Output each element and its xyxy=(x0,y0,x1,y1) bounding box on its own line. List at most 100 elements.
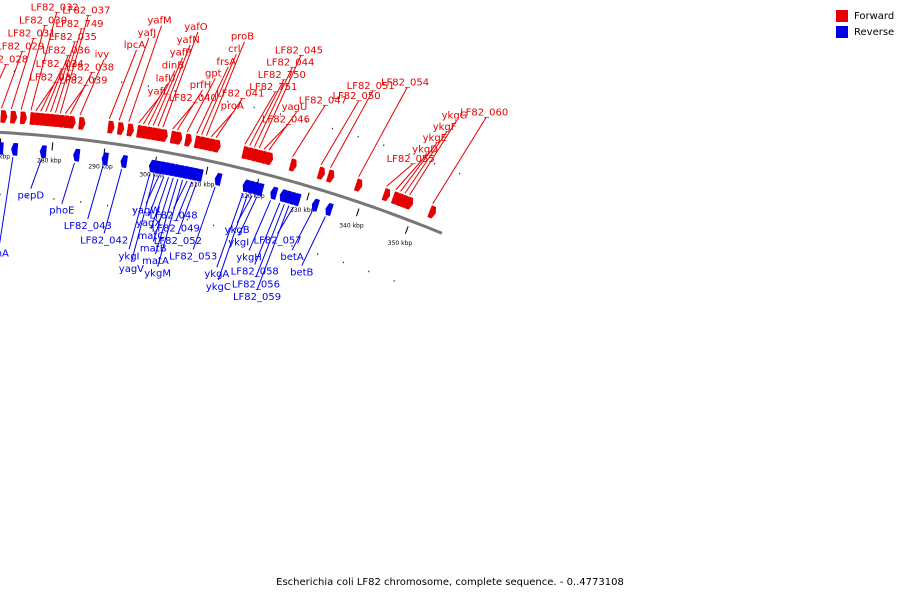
reverse-leader-line xyxy=(0,157,14,245)
forward-gene-glyph[interactable] xyxy=(78,116,86,130)
forward-gene-label: prfH xyxy=(190,80,212,91)
forward-leader-line xyxy=(172,102,196,130)
forward-gene-glyph[interactable] xyxy=(316,166,325,180)
forward-gene-label: LF82_054 xyxy=(381,78,429,89)
reverse-gene-glyph[interactable] xyxy=(270,186,279,200)
reverse-gene-glyph[interactable] xyxy=(195,168,204,182)
forward-gene-glyph[interactable] xyxy=(19,111,27,125)
forward-gene-label: LF82_040 xyxy=(169,93,217,104)
forward-gene-label: LF82_041 xyxy=(216,89,264,100)
forward-gene-glyph[interactable] xyxy=(68,115,76,129)
forward-gene-label: yafL xyxy=(148,86,170,97)
reverse-gene-label: LF82_043 xyxy=(64,221,112,232)
forward-gene-glyph[interactable] xyxy=(107,120,115,134)
forward-leader-line xyxy=(268,111,297,151)
forward-leader-line xyxy=(59,15,89,114)
forward-leader-line xyxy=(79,59,105,116)
forward-leader-line xyxy=(358,87,408,178)
reverse-gene-label: LF82_052 xyxy=(154,236,202,247)
reverse-gene-label: matB xyxy=(140,243,167,254)
forward-gene-glyph[interactable] xyxy=(10,110,18,124)
reverse-leader-line xyxy=(155,178,179,255)
scale-tick xyxy=(51,142,54,151)
reverse-gene-glyph[interactable] xyxy=(251,181,260,196)
reverse-gene-glyph[interactable] xyxy=(101,152,109,166)
forward-gene-glyph[interactable] xyxy=(264,151,274,166)
forward-leader-line xyxy=(432,117,487,204)
reverse-gene-label: yagV xyxy=(119,264,144,275)
legend-reverse-label: Reverse xyxy=(854,26,895,38)
forward-gene-label: LF82_036 xyxy=(42,46,90,57)
reverse-gene-label: LF82_042 xyxy=(80,235,128,246)
forward-leader-line xyxy=(128,25,162,122)
forward-gene-label: LF82_044 xyxy=(266,58,314,69)
reverse-gene-label: matA xyxy=(142,256,169,267)
forward-leader-line xyxy=(404,131,448,194)
forward-gene-glyph[interactable] xyxy=(381,187,391,202)
reverse-gene-label: ykgC xyxy=(206,282,231,293)
forward-gene-label: gpt xyxy=(205,68,222,79)
forward-gene-label: proA xyxy=(221,101,244,112)
forward-gene-glyph[interactable] xyxy=(184,133,192,147)
forward-gene-label: LF82_032 xyxy=(31,2,79,13)
forward-leader-line xyxy=(205,41,245,136)
reverse-gene-glyph[interactable] xyxy=(0,142,4,155)
forward-gene-glyph[interactable] xyxy=(427,205,437,219)
reverse-leader-line xyxy=(128,173,151,250)
reverse-gene-glyph[interactable] xyxy=(11,142,19,156)
forward-gene-glyph[interactable] xyxy=(404,196,414,210)
reverse-gene-glyph[interactable] xyxy=(288,191,298,206)
legend-forward-label: Forward xyxy=(854,10,895,22)
forward-gene-label: LF82_046 xyxy=(262,114,310,125)
reverse-gene-glyph[interactable] xyxy=(242,179,251,193)
reverse-gene-glyph[interactable] xyxy=(120,155,128,169)
forward-leader-line xyxy=(108,49,137,120)
reverse-gene-glyph[interactable] xyxy=(284,190,293,204)
scale-tick xyxy=(306,192,310,201)
reverse-gene-glyph[interactable] xyxy=(279,189,288,203)
reverse-gene-glyph[interactable] xyxy=(325,202,334,217)
reverse-gene-glyph[interactable] xyxy=(39,145,47,159)
forward-gene-glyph[interactable] xyxy=(126,123,134,137)
forward-gene-glyph[interactable] xyxy=(0,110,8,123)
reverse-gene-label: LF82_056 xyxy=(232,279,280,290)
forward-gene-glyph[interactable] xyxy=(325,169,335,183)
reverse-gene-glyph[interactable] xyxy=(191,167,199,181)
forward-gene-label: proB xyxy=(231,32,254,43)
scale-tick-label: 330 kbp xyxy=(290,207,315,214)
reverse-leader-line xyxy=(87,166,104,220)
reverse-gene-glyph[interactable] xyxy=(247,180,256,194)
forward-leader-line xyxy=(45,55,69,112)
forward-features: gmhBdkgByafDyafEyafSdnaQyafTLF82_028LF82… xyxy=(0,2,508,219)
forward-gene-label: LF82_750 xyxy=(258,70,306,81)
forward-gene-label: yafO xyxy=(184,22,208,33)
reverse-leader-line xyxy=(175,181,193,222)
forward-leader-line xyxy=(254,67,293,147)
forward-gene-glyph[interactable] xyxy=(116,122,125,135)
forward-gene-glyph[interactable] xyxy=(288,158,297,172)
reverse-gene-label: ykgH xyxy=(236,253,262,264)
forward-gene-glyph[interactable] xyxy=(160,129,168,143)
forward-gene-label: LF82_037 xyxy=(62,6,110,17)
forward-gene-glyph[interactable] xyxy=(212,139,221,153)
reverse-gene-glyph[interactable] xyxy=(73,148,81,162)
reverse-leader-line xyxy=(291,212,313,251)
reverse-gene-glyph[interactable] xyxy=(256,183,265,197)
reverse-gene-glyph[interactable] xyxy=(311,198,321,212)
forward-gene-label: LF82_045 xyxy=(275,45,323,56)
forward-leader-line xyxy=(50,42,76,113)
reverse-gene-label: LF82_053 xyxy=(169,251,217,262)
forward-gene-glyph[interactable] xyxy=(353,178,363,192)
forward-leader-line xyxy=(292,105,326,157)
forward-gene-label: LF82_038 xyxy=(66,62,114,73)
scale-tick-label: 290 kbp xyxy=(88,163,113,170)
reverse-gene-glyph[interactable] xyxy=(214,172,223,186)
reverse-features: metNyafCmltDgloBrnhALF82_013LF82_014LF82… xyxy=(0,142,334,303)
reverse-gene-glyph[interactable] xyxy=(293,193,302,207)
forward-gene-label: LF82_047 xyxy=(299,96,347,107)
forward-gene-glyph[interactable] xyxy=(174,131,183,145)
forward-leader-line xyxy=(263,124,289,150)
forward-gene-label: yafP xyxy=(170,48,192,59)
reverse-leader-line xyxy=(148,176,165,217)
